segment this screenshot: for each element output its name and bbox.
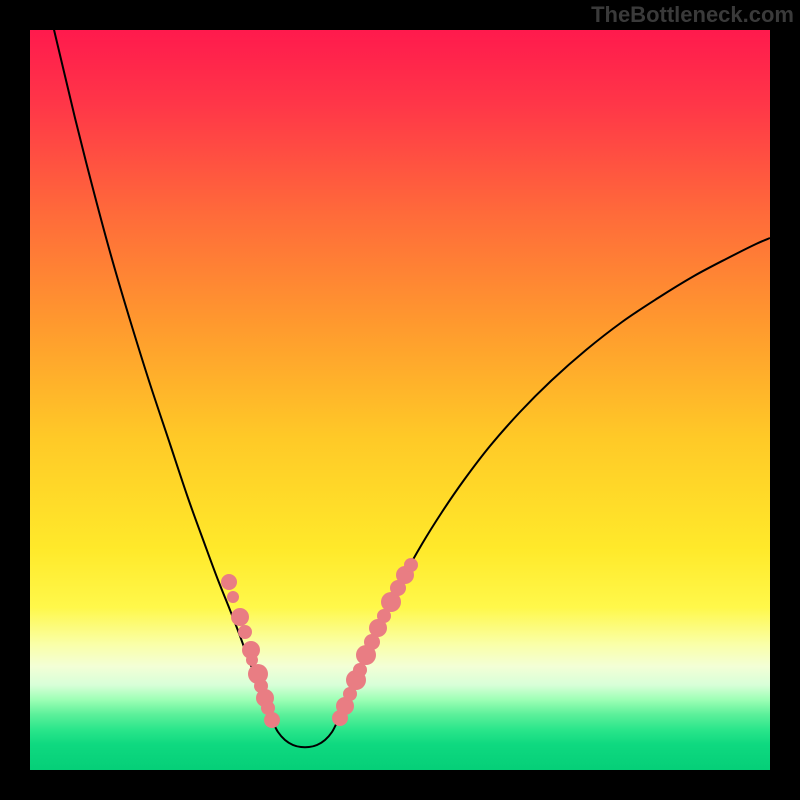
watermark-text: TheBottleneck.com — [591, 2, 794, 28]
gradient-background — [30, 30, 770, 770]
chart-root: TheBottleneck.com — [0, 0, 800, 800]
